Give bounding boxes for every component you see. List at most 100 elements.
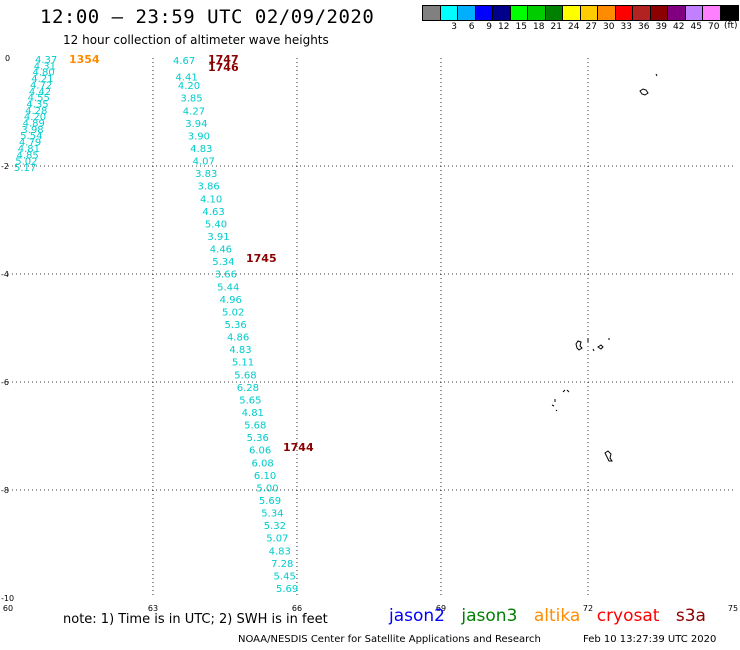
swh-value: 5.17 xyxy=(14,163,36,174)
swh-value: 4.41 xyxy=(175,73,197,84)
y-tick-label: -8 xyxy=(1,486,9,495)
swh-value: 4.89 xyxy=(23,119,45,130)
island-outline xyxy=(575,340,583,351)
legend-label: 12 xyxy=(498,22,510,32)
grid-lines xyxy=(8,58,733,598)
legend-swatch xyxy=(458,6,476,20)
sat-cryosat: cryosat xyxy=(596,606,660,626)
legend-label: 33 xyxy=(620,22,632,32)
swh-value: 6.28 xyxy=(237,383,259,394)
swh-value: 4.46 xyxy=(210,245,232,256)
color-legend: 3 6 9 12 15 18 21 24 27 30 33 36 39 42 45 70 (ft) xyxy=(422,5,739,32)
legend-swatch xyxy=(650,6,668,20)
swh-value: 5.07 xyxy=(266,534,288,545)
legend-label: 36 xyxy=(638,22,650,32)
legend-swatch xyxy=(493,6,511,20)
swh-value: 6.08 xyxy=(251,458,273,469)
swh-value: 3.98 xyxy=(21,125,43,136)
legend-swatch xyxy=(545,6,563,20)
swh-value: 3.94 xyxy=(185,119,207,130)
swh-value: 4.67 xyxy=(173,56,195,67)
legend-swatch xyxy=(475,6,493,20)
legend-swatch xyxy=(615,6,633,20)
legend-label: 70 xyxy=(708,22,720,32)
swh-value: 5.11 xyxy=(232,358,254,369)
legend-swatch xyxy=(685,6,703,20)
legend-swatch xyxy=(423,6,441,20)
swh-value: 4.96 xyxy=(220,295,242,306)
credit-line: NOAA/NESDIS Center for Satellite Applica… xyxy=(238,634,541,645)
x-tick-label: 60 xyxy=(3,604,13,613)
swh-value: 5.34 xyxy=(212,257,234,268)
island-outline xyxy=(587,338,595,352)
pass-label-1746: 1746 xyxy=(208,61,239,74)
island-outline xyxy=(597,344,604,350)
swh-value: 3.90 xyxy=(188,131,210,142)
pass-label-1745: 1745 xyxy=(246,252,277,265)
sat-jason2: jason2 xyxy=(389,606,445,626)
swh-value: 5.40 xyxy=(205,219,227,230)
swh-value: 4.37 xyxy=(35,55,57,66)
swh-value: 3.91 xyxy=(207,232,229,243)
y-tick-label: 0 xyxy=(5,54,10,63)
legend-swatch xyxy=(633,6,651,20)
legend-swatch xyxy=(668,6,686,20)
y-tick-label: -6 xyxy=(1,378,9,387)
swh-value: 5.36 xyxy=(225,320,247,331)
x-tick-label: 66 xyxy=(292,604,302,613)
swh-value: 4.42 xyxy=(29,87,51,98)
swh-value: 6.10 xyxy=(254,471,276,482)
y-tick-label: -10 xyxy=(1,594,14,603)
x-tick-label: 63 xyxy=(148,604,158,613)
legend-label: 3 xyxy=(451,22,457,32)
island-outline xyxy=(655,73,658,77)
swh-value: 3.83 xyxy=(195,169,217,180)
swh-value: 4.81 xyxy=(242,408,264,419)
legend-label: 21 xyxy=(550,22,562,32)
legend-label: 39 xyxy=(655,22,667,32)
swh-value: 5.65 xyxy=(239,395,261,406)
swh-value: 5.68 xyxy=(234,370,256,381)
generation-timestamp: Feb 10 13:27:39 UTC 2020 xyxy=(583,634,717,645)
swh-value: 4.20 xyxy=(24,112,46,123)
legend-swatch xyxy=(703,6,721,20)
swh-value: 4.81 xyxy=(18,144,40,155)
legend-label: 15 xyxy=(515,22,527,32)
swh-value: 4.10 xyxy=(200,194,222,205)
swh-value: 5.34 xyxy=(261,509,283,520)
swh-value: 3.86 xyxy=(198,182,220,193)
legend-label: 6 xyxy=(468,22,475,32)
swh-value: 5.36 xyxy=(247,433,269,444)
satellite-tracks: 4.374.314.804.214.724.424.554.354.284.20… xyxy=(14,53,314,595)
x-tick-label: 75 xyxy=(728,604,738,613)
sat-altika: altika xyxy=(533,606,581,626)
swh-value: 4.86 xyxy=(227,333,249,344)
swh-value: 7.28 xyxy=(271,559,293,570)
swh-value: 4.63 xyxy=(202,207,224,218)
swh-value: 4.21 xyxy=(31,74,53,85)
island-outline xyxy=(562,389,570,393)
legend-swatch xyxy=(598,6,616,20)
footer-note: note: 1) Time is in UTC; 2) SWH is in fe… xyxy=(63,612,328,627)
legend-swatch xyxy=(580,6,598,20)
swh-value: 4.20 xyxy=(178,81,200,92)
legend-label: 9 xyxy=(486,22,492,32)
swh-value: 4.83 xyxy=(269,546,291,557)
legend-labels: 3 6 9 12 15 18 21 24 27 30 33 36 39 42 45 70 xyxy=(422,22,739,32)
legend-label: 24 xyxy=(568,22,580,32)
swh-value: 4.83 xyxy=(190,144,212,155)
island-outline xyxy=(639,88,649,96)
x-tick-label: 72 xyxy=(583,604,593,613)
swh-value: 4.80 xyxy=(33,68,55,79)
pass-label-1744: 1744 xyxy=(283,441,314,454)
swh-value: 5.69 xyxy=(259,496,281,507)
swh-value: 4.31 xyxy=(34,61,56,72)
swh-value: 4.27 xyxy=(183,106,205,117)
pass-label-1354: 1354 xyxy=(69,53,100,66)
island-outline xyxy=(604,450,613,462)
swh-value: 4.72 xyxy=(30,80,52,91)
swh-value: 5.44 xyxy=(217,282,239,293)
swh-value: 5.68 xyxy=(244,421,266,432)
swh-value: 4.35 xyxy=(26,99,48,110)
